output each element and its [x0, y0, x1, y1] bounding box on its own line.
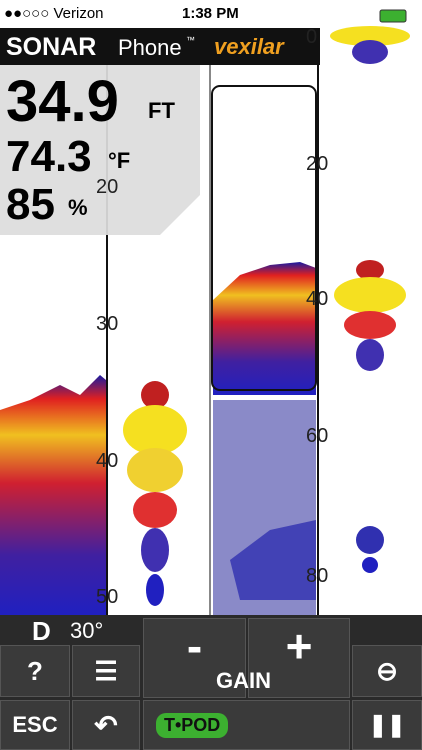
menu-button[interactable]: ☰ — [72, 645, 140, 697]
display-mode: D — [32, 616, 51, 646]
phone-battery — [379, 9, 407, 23]
partner-logo: vexilar — [214, 34, 284, 59]
depth-label: 60 — [306, 425, 329, 447]
zoom-flasher — [330, 26, 410, 573]
depth-unit: FT — [148, 98, 175, 123]
header-bar — [0, 28, 320, 65]
depth-label: 80 — [306, 565, 329, 587]
depth-value: 34.9 — [6, 69, 119, 134]
zoom-window — [211, 85, 317, 391]
zoom-fish-arch — [230, 520, 316, 600]
cone-angle: 30° — [70, 618, 104, 643]
zoom-return — [213, 262, 316, 395]
escape-button[interactable]: ESC — [0, 700, 70, 750]
depth-label: 20 — [306, 153, 329, 175]
depth-label: 20 — [96, 176, 119, 198]
battery-value: 85 — [6, 180, 55, 229]
back-button[interactable]: ↶ — [72, 700, 140, 750]
depth-label: 40 — [306, 288, 329, 310]
brand-suffix: Phone — [118, 35, 182, 60]
carrier: ●●○○○ Verizon — [4, 5, 104, 22]
tpod-badge: T•POD — [156, 712, 229, 738]
pause-button[interactable]: ❚❚ — [352, 700, 422, 750]
depth-label: 0 — [306, 26, 318, 48]
status-strip: T•POD — [143, 700, 350, 750]
help-button[interactable]: ? — [0, 645, 70, 697]
bottom-return — [0, 375, 106, 615]
temperature-value: 74.3 — [6, 132, 92, 181]
main-flasher — [123, 381, 187, 606]
battery-unit: % — [68, 195, 88, 220]
depth-label: 30 — [96, 313, 119, 335]
brand: SONAR — [6, 33, 97, 61]
gain-down-button[interactable]: - — [143, 618, 246, 698]
depth-label: 50 — [96, 586, 119, 608]
trademark: ™ — [186, 35, 195, 45]
gain-up-button[interactable]: + — [248, 618, 350, 698]
zoom-out-button[interactable]: ⊖ — [352, 645, 422, 697]
gain-label: GAIN — [216, 668, 271, 693]
readings-panel — [0, 65, 200, 235]
depth-label: 40 — [96, 450, 119, 472]
temperature-unit: °F — [108, 148, 131, 173]
clock: 1:38 PM — [182, 5, 239, 22]
